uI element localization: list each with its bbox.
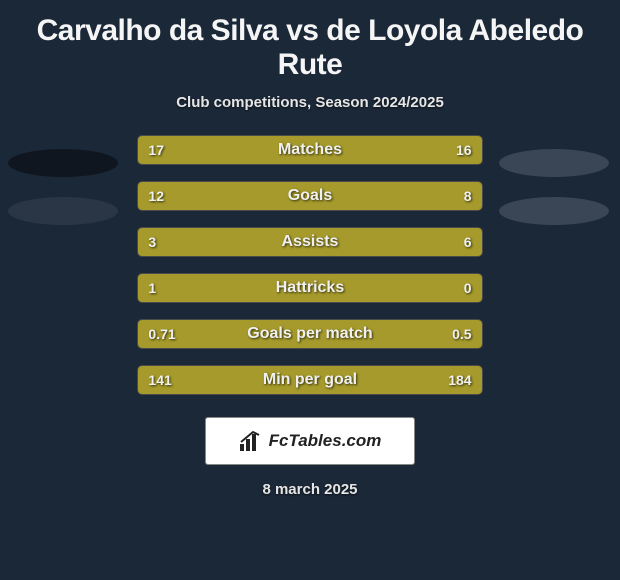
stat-row: Min per goal141184 [137,365,482,395]
avatars-right [499,135,612,225]
logo-bars-icon [239,430,263,452]
stat-fill-left [138,320,339,348]
stat-row: Assists36 [137,227,482,257]
stat-row: Goals per match0.710.5 [137,319,482,349]
logo-text: FcTables.com [269,431,382,451]
stat-row: Goals128 [137,181,482,211]
stat-fill-right [340,320,482,348]
avatar-player-2 [499,149,609,177]
avatars-left [8,135,121,225]
stat-fill-right [344,182,481,210]
stat-fill-right [253,228,482,256]
stat-fill-left [138,274,481,302]
page-title: Carvalho da Silva vs de Loyola Abeledo R… [8,14,612,82]
comparison-card: Carvalho da Silva vs de Loyola Abeledo R… [0,0,620,498]
logo-box: FcTables.com [205,417,415,465]
stat-fill-right [315,136,481,164]
date: 8 march 2025 [8,481,612,498]
stat-fill-left [138,366,287,394]
stat-fill-left [138,228,252,256]
stat-row: Matches1716 [137,135,482,165]
avatar-player-1 [8,149,118,177]
stat-fill-left [138,182,344,210]
subtitle: Club competitions, Season 2024/2025 [8,94,612,111]
body-row: Matches1716 Goals128 Assists36 Hattricks10 G… [8,135,612,395]
avatar-player-2-shadow [499,197,609,225]
stat-row: Hattricks10 [137,273,482,303]
stat-fill-left [138,136,315,164]
stats-column: Matches1716 Goals128 Assists36 Hattricks10 G… [137,135,482,395]
stat-fill-right [287,366,481,394]
avatar-player-1-shadow [8,197,118,225]
